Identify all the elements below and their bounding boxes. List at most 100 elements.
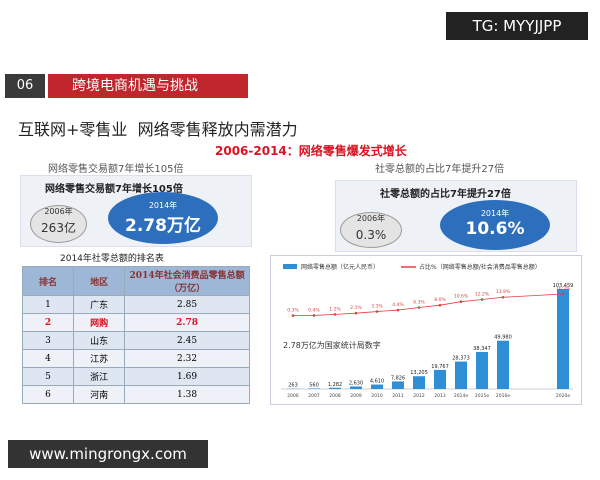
bar-label: 263 bbox=[288, 383, 298, 389]
subheading: 2006-2014：网络零售爆发式增长 bbox=[215, 144, 407, 158]
line-label: 6.3% bbox=[413, 299, 425, 305]
line-label: 12.2% bbox=[475, 292, 490, 298]
chart: 网络零售总额（亿元人民币） 占比%（网络零售总额/社会消费品零售总额） 2.78万亿… bbox=[281, 263, 573, 399]
bar bbox=[497, 340, 509, 389]
x-tick-label: 2011 bbox=[392, 393, 404, 399]
caption: 社零总额的占比7年提升27倍 bbox=[375, 164, 505, 175]
header-cell: 排名 bbox=[21, 266, 75, 296]
bubble-value: 0.3% bbox=[355, 228, 387, 242]
header-cell: 2014年社会消费品零售总额（万亿） bbox=[124, 266, 250, 296]
table-cell: 1.38 bbox=[124, 385, 250, 404]
table-cell: 广东 bbox=[73, 295, 126, 314]
line-label: 2.1% bbox=[350, 305, 362, 311]
panel-title: 网络零售交易额7年增长105倍 bbox=[45, 184, 183, 195]
bar-label: 4,610 bbox=[370, 379, 384, 385]
line-point bbox=[312, 314, 316, 317]
x-tick-label: 2008 bbox=[329, 393, 341, 399]
header-row: 排名 地区 2014年社会消费品零售总额（万亿） bbox=[21, 266, 250, 296]
table-cell: 2.45 bbox=[124, 331, 250, 350]
x-tick-label: 2020e bbox=[556, 393, 570, 399]
watermark: TG: MYYJJPP bbox=[446, 12, 588, 40]
line bbox=[292, 293, 564, 316]
watermark: www.mingrongx.com bbox=[8, 440, 208, 468]
line-label: 1.2% bbox=[329, 306, 341, 312]
table-cell: 2 bbox=[21, 313, 75, 332]
slide-number: 06 bbox=[5, 74, 45, 98]
bar-label: 49,980 bbox=[494, 335, 512, 341]
bar bbox=[476, 351, 488, 389]
bar-label: 13,205 bbox=[410, 370, 428, 376]
bar bbox=[308, 388, 320, 389]
bubble: 2006年 263亿 bbox=[30, 205, 87, 243]
table-cell: 2.85 bbox=[124, 295, 250, 314]
caption: 网络零售交易额7年增长105倍 bbox=[48, 164, 184, 175]
x-tick-label: 2006 bbox=[287, 393, 299, 399]
x-tick-label: 2009 bbox=[350, 393, 362, 399]
line-point bbox=[501, 295, 505, 299]
line-label: 4.4% bbox=[392, 302, 404, 308]
table-row: 2 网购 2.78 bbox=[21, 313, 250, 332]
table-row: 3 山东 2.45 bbox=[21, 331, 250, 350]
bar-label: 2,630 bbox=[349, 380, 363, 386]
bar bbox=[557, 289, 569, 389]
slide-title: 跨境电商机遇与挑战 bbox=[48, 74, 248, 98]
line-point bbox=[333, 313, 337, 316]
table-row: 4 江苏 2.32 bbox=[21, 349, 250, 368]
table-cell: 浙江 bbox=[73, 367, 126, 386]
line-label: 0.3% bbox=[287, 308, 299, 314]
table-cell: 6 bbox=[21, 385, 75, 404]
bar bbox=[392, 381, 404, 389]
bar-label: 19,767 bbox=[431, 364, 449, 370]
table-cell: 1 bbox=[21, 295, 75, 314]
heading: 互联网+零售业 网络零售释放内需潜力 bbox=[18, 120, 298, 139]
line-point bbox=[291, 314, 295, 317]
line-point bbox=[396, 308, 400, 312]
bar-label: 28,373 bbox=[452, 356, 470, 362]
line-point bbox=[459, 300, 463, 303]
bar bbox=[350, 386, 362, 389]
bubble: 2006年 0.3% bbox=[340, 212, 402, 248]
bar bbox=[455, 361, 467, 389]
line-label: 0.4% bbox=[308, 307, 320, 313]
table-row: 5 浙江 1.69 bbox=[21, 367, 250, 386]
x-tick-label: 2016e bbox=[496, 393, 510, 399]
bar bbox=[329, 387, 341, 389]
bar bbox=[371, 384, 383, 389]
table-cell: 河南 bbox=[73, 385, 126, 404]
bubble-year: 2014年 bbox=[148, 201, 178, 210]
bar-label: 560 bbox=[309, 382, 319, 388]
bubble-year: 2014年 bbox=[480, 209, 510, 218]
line-point bbox=[480, 298, 484, 301]
bubble-value: 2.78万亿 bbox=[125, 216, 201, 236]
x-tick-label: 2015e bbox=[475, 393, 489, 399]
line-point bbox=[354, 311, 358, 315]
header-cell: 地区 bbox=[73, 266, 126, 296]
table-row: 6 河南 1.38 bbox=[21, 385, 250, 404]
line-point bbox=[438, 303, 442, 307]
bar-label: 7,826 bbox=[391, 375, 405, 381]
chart-box: 网络零售总额（亿元人民币） 占比%（网络零售总额/社会消费品零售总额） 2.78万亿… bbox=[270, 255, 582, 405]
bubble: 2014年 10.6% bbox=[440, 200, 550, 250]
table-cell: 2.78 bbox=[124, 313, 250, 332]
x-tick-label: 2013 bbox=[434, 393, 446, 399]
table-cell: 江苏 bbox=[73, 349, 126, 368]
table-cell: 1.69 bbox=[124, 367, 250, 386]
table-cell: 2.32 bbox=[124, 349, 250, 368]
bar bbox=[413, 376, 425, 389]
x-tick-label: 2007 bbox=[308, 393, 320, 399]
panel-title: 社零总额的占比7年提升27倍 bbox=[380, 189, 511, 200]
legend-label: 占比%（网络零售总额/社会消费品零售总额） bbox=[419, 263, 541, 271]
table-caption: 2014年社零总额的排名表 bbox=[60, 254, 164, 264]
line-label: 8.0% bbox=[434, 297, 446, 303]
bar bbox=[434, 369, 446, 389]
annotation: 2.78万亿为国家统计局数字 bbox=[283, 340, 381, 350]
bar-label: 1,282 bbox=[328, 382, 342, 388]
line-point bbox=[417, 306, 421, 309]
legend-swatch bbox=[283, 264, 297, 269]
x-tick-label: 2012 bbox=[413, 393, 425, 399]
table-cell: 4 bbox=[21, 349, 75, 368]
line-label: 16.3% bbox=[556, 286, 571, 292]
table-cell: 网购 bbox=[73, 313, 126, 332]
